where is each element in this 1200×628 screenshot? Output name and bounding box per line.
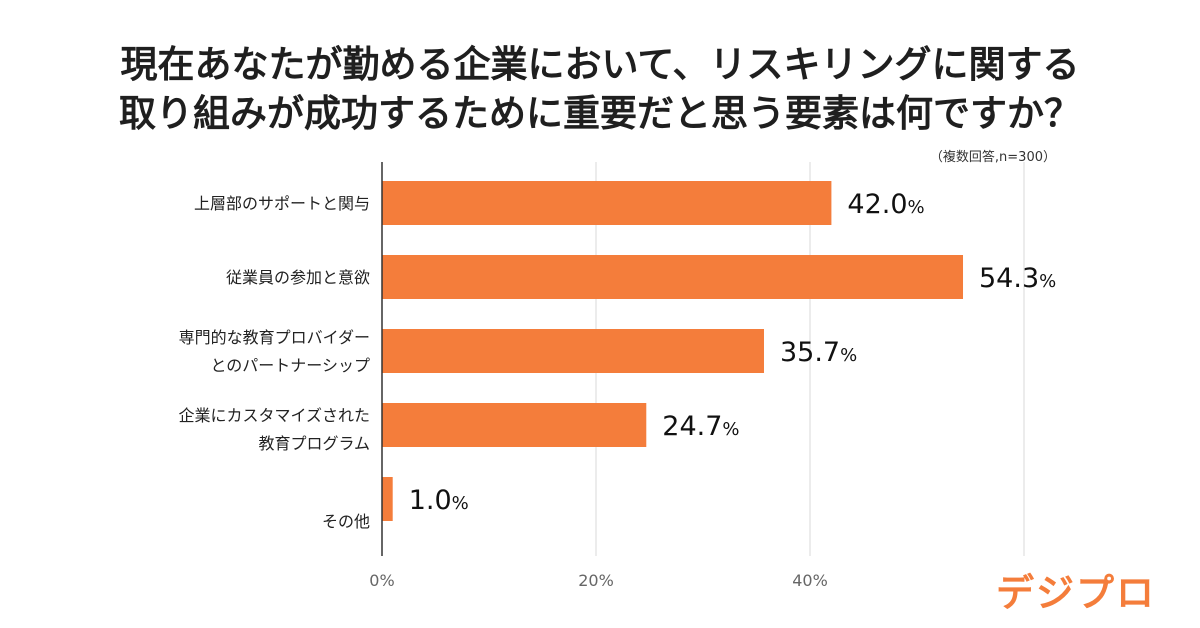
- data-label-number: 1.0: [409, 485, 452, 516]
- data-label: 54.3%: [979, 263, 1056, 294]
- data-label-number: 35.7: [780, 337, 840, 368]
- category-label: 企業にカスタマイズされた: [178, 406, 370, 425]
- category-label: 教育プログラム: [258, 434, 370, 453]
- data-label-unit: %: [908, 197, 925, 218]
- bar: [382, 477, 393, 521]
- chart-title-line-2: 取り組みが成功するために重要だと思う要素は何ですか？: [119, 92, 1081, 135]
- bar: [382, 403, 647, 447]
- sample-note: （複数回答,n=300）: [929, 150, 1056, 165]
- category-label: 上層部のサポートと関与: [194, 194, 370, 213]
- data-label-number: 24.7: [662, 411, 722, 442]
- data-label: 35.7%: [780, 337, 857, 368]
- category-label: とのパートナーシップ: [210, 356, 370, 375]
- chart-title-line-1: 現在あなたが勤める企業において、リスキリングに関する: [120, 43, 1080, 86]
- x-tick-label: 40%: [792, 571, 828, 590]
- brand-logo: デジプロ: [996, 571, 1157, 615]
- chart-title: 現在あなたが勤める企業において、リスキリングに関する 取り組みが成功するために重…: [0, 40, 1200, 138]
- category-label: 専門的な教育プロバイダー: [179, 328, 370, 347]
- category-label: その他: [322, 512, 370, 531]
- data-label: 1.0%: [409, 485, 469, 516]
- x-tick-label: 20%: [578, 571, 614, 590]
- bar: [382, 181, 832, 225]
- data-label-unit: %: [722, 419, 739, 440]
- data-label: 24.7%: [662, 411, 739, 442]
- data-label-unit: %: [452, 493, 469, 514]
- data-label-unit: %: [1039, 271, 1056, 292]
- bar: [382, 255, 964, 299]
- bar: [382, 329, 764, 373]
- category-label: 従業員の参加と意欲: [226, 268, 370, 287]
- data-label-unit: %: [840, 345, 857, 366]
- data-label-number: 42.0: [847, 189, 907, 220]
- data-label: 42.0%: [847, 189, 924, 220]
- data-label-number: 54.3: [979, 263, 1039, 294]
- x-tick-label: 0%: [369, 571, 394, 590]
